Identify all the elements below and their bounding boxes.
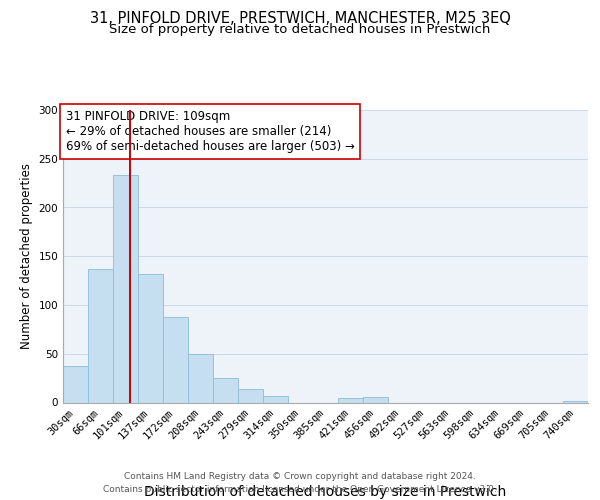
Text: 31 PINFOLD DRIVE: 109sqm
← 29% of detached houses are smaller (214)
69% of semi-: 31 PINFOLD DRIVE: 109sqm ← 29% of detach… xyxy=(65,110,355,153)
Text: Contains HM Land Registry data © Crown copyright and database right 2024.: Contains HM Land Registry data © Crown c… xyxy=(124,472,476,481)
Text: Size of property relative to detached houses in Prestwich: Size of property relative to detached ho… xyxy=(109,22,491,36)
Text: 31, PINFOLD DRIVE, PRESTWICH, MANCHESTER, M25 3EQ: 31, PINFOLD DRIVE, PRESTWICH, MANCHESTER… xyxy=(89,11,511,26)
Bar xyxy=(188,354,213,403)
Bar xyxy=(88,269,113,402)
Y-axis label: Number of detached properties: Number of detached properties xyxy=(20,163,33,349)
Bar xyxy=(213,378,238,402)
Bar xyxy=(163,316,188,402)
Bar xyxy=(363,396,388,402)
Bar xyxy=(563,400,588,402)
Bar xyxy=(338,398,363,402)
Bar xyxy=(113,176,138,402)
X-axis label: Distribution of detached houses by size in Prestwich: Distribution of detached houses by size … xyxy=(145,486,506,500)
Bar xyxy=(138,274,163,402)
Bar xyxy=(263,396,288,402)
Bar xyxy=(63,366,88,402)
Text: Contains public sector information licensed under the Open Government Licence v3: Contains public sector information licen… xyxy=(103,485,497,494)
Bar xyxy=(238,389,263,402)
